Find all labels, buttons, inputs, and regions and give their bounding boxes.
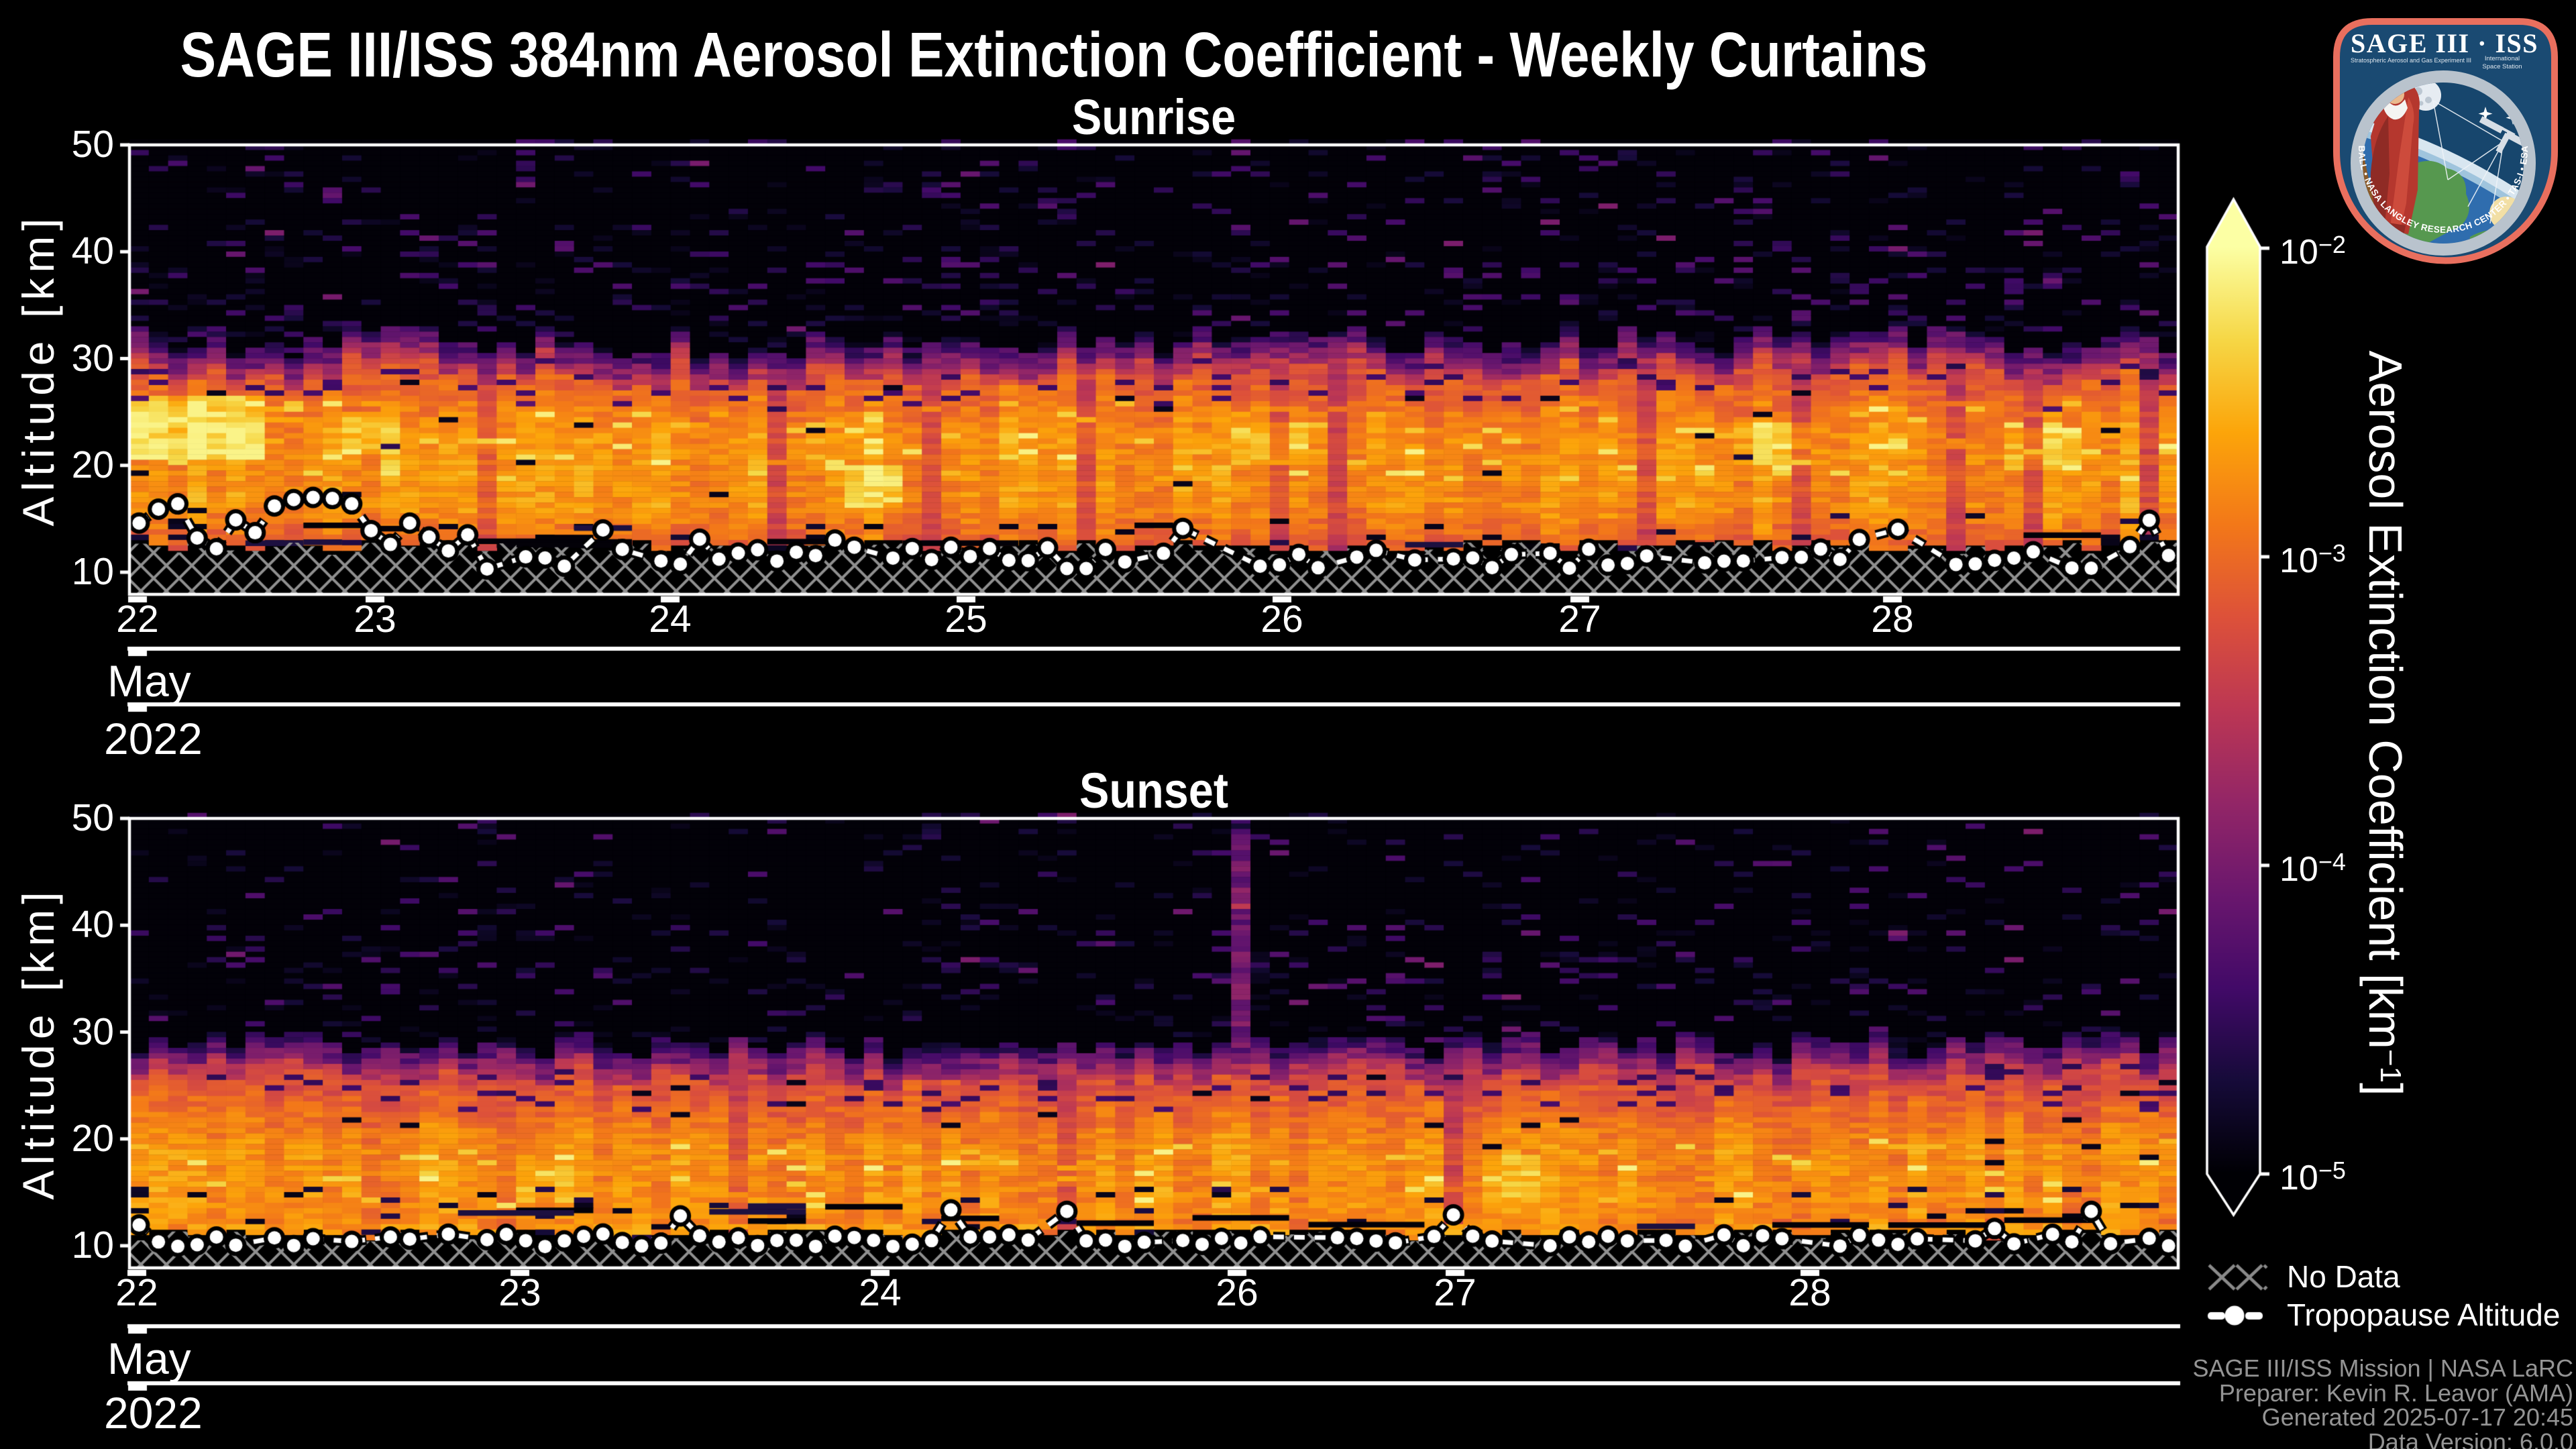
svg-text:Stratospheric Aerosol and Gas: Stratospheric Aerosol and Gas Experiment… — [2351, 57, 2471, 64]
svg-text:International: International — [2485, 55, 2520, 62]
svg-text:Space Station: Space Station — [2482, 63, 2522, 70]
svg-text:SAGE III · ISS: SAGE III · ISS — [2351, 28, 2538, 58]
